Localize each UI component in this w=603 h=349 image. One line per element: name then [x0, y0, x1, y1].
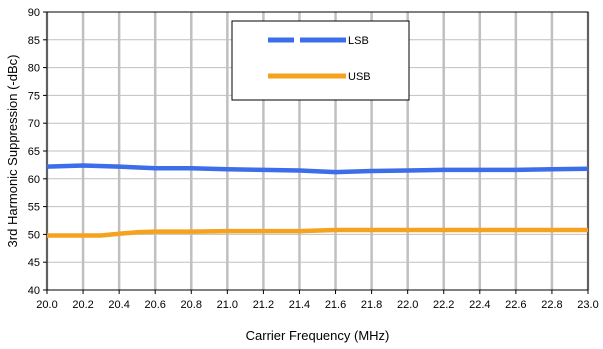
y-tick-label: 75 — [28, 90, 40, 102]
y-axis-label: 3rd Harmonic Suppression (-dBc) — [5, 55, 20, 248]
x-tick-label: 21.6 — [325, 299, 346, 311]
x-tick-label: 21.0 — [217, 299, 238, 311]
series-line-usb — [47, 227, 588, 238]
x-tick-label: 21.2 — [253, 299, 274, 311]
y-tick-label: 65 — [28, 146, 40, 158]
x-tick-label: 22.4 — [469, 299, 490, 311]
y-tick-label: 50 — [28, 229, 40, 241]
y-tick-label: 90 — [28, 7, 40, 19]
x-tick-label: 22.8 — [541, 299, 562, 311]
y-tick-label: 45 — [28, 257, 40, 269]
x-tick-label: 21.4 — [289, 299, 310, 311]
x-tick-label: 22.6 — [505, 299, 526, 311]
x-tick-label: 20.6 — [144, 299, 165, 311]
y-axis: 40 45 50 55 60 65 70 75 80 85 90 — [28, 7, 47, 297]
x-tick-label: 20.4 — [108, 299, 129, 311]
x-tick-label: 22.0 — [397, 299, 418, 311]
x-tick-label: 20.2 — [72, 299, 93, 311]
x-axis: 20.0 20.2 20.4 20.6 20.8 21.0 21.2 21.4 21.6 21.8… — [36, 290, 599, 311]
x-tick-label: 21.8 — [361, 299, 382, 311]
legend-label-usb: USB — [348, 71, 371, 83]
x-tick-label: 22.2 — [433, 299, 454, 311]
x-tick-label: 20.8 — [181, 299, 202, 311]
x-tick-label: 23.0 — [577, 299, 598, 311]
y-tick-label: 40 — [28, 285, 40, 297]
y-tick-label: 80 — [28, 63, 40, 75]
legend-box — [231, 20, 410, 101]
x-axis-label: Carrier Frequency (MHz) — [246, 328, 390, 343]
legend: LSB USB — [231, 20, 410, 101]
series-group — [46, 163, 589, 238]
y-tick-label: 60 — [28, 174, 40, 186]
x-tick-label: 20.0 — [36, 299, 57, 311]
series-line-lsb — [46, 163, 589, 175]
y-tick-label: 70 — [28, 118, 40, 130]
legend-label-lsb: LSB — [348, 35, 369, 47]
y-tick-label: 85 — [28, 35, 40, 47]
y-tick-label: 55 — [28, 202, 40, 214]
